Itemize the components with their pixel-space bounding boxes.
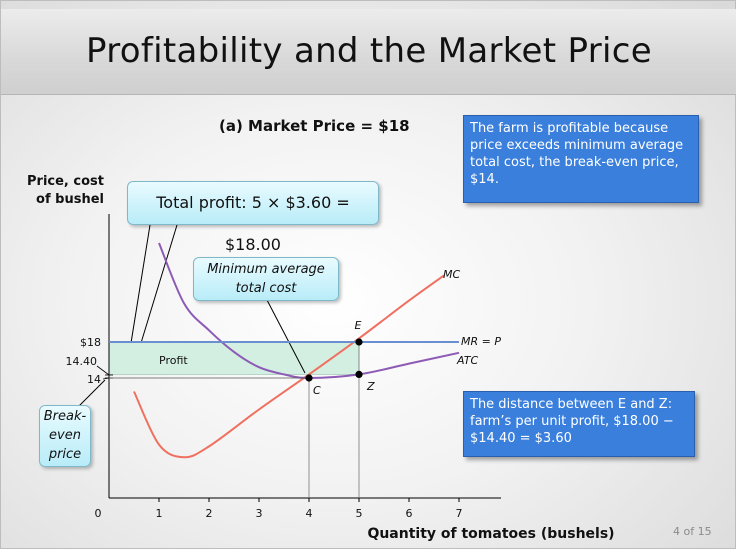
tick-leader-1440	[96, 365, 110, 376]
annotation-profit: Profit	[159, 354, 188, 367]
profit-region	[108, 341, 360, 375]
y-tick-label: 14	[87, 373, 101, 386]
break-even-callout: Break-even price	[39, 405, 91, 467]
annotation-z: Z	[366, 380, 375, 393]
min-atc-leader	[266, 299, 306, 374]
title-band	[1, 9, 736, 95]
x-tick-label: 1	[156, 507, 163, 520]
profitable-info-box: The farm is profitable because price exc…	[463, 115, 699, 203]
chart-axes: 0 1 2 3 4 5 6 7 $18 14.40 14 Price, cost of bushel Qu…	[27, 174, 615, 542]
y-tick-label: 14.40	[66, 355, 98, 368]
x-tick-label: 6	[406, 507, 413, 520]
x-axis-label: Quantity of tomatoes (bushels)	[367, 526, 614, 542]
point-c	[305, 374, 313, 382]
x-tick-label: 0	[95, 507, 102, 520]
annotation-mr-p: MR = P	[461, 335, 501, 348]
y-tick-label: $18	[80, 336, 101, 349]
annotation-atc: ATC	[456, 354, 478, 367]
point-e	[355, 338, 363, 346]
x-tick-label: 2	[206, 507, 213, 520]
x-tick-label: 3	[256, 507, 263, 520]
min-atc-callout: Minimum average total cost	[193, 257, 339, 301]
total-profit-leader	[130, 224, 151, 344]
break-even-leader	[78, 379, 106, 407]
distance-info-box: The distance between E and Z: farm’s per…	[463, 391, 695, 457]
point-z	[355, 370, 363, 378]
title-divider	[1, 94, 736, 95]
total-profit-callout: Total profit: 5 × $3.60 = $18.00	[127, 181, 379, 254]
annotation-mc: MC	[443, 268, 460, 281]
chart-marks: Profit E C Z MC MR = P ATC	[108, 242, 501, 498]
x-tick-label: 4	[306, 507, 313, 520]
total-profit-leader-2	[140, 224, 178, 344]
y-axis-label: of bushel	[36, 192, 104, 207]
mc-curve	[133, 274, 445, 459]
x-tick-label: 7	[456, 507, 463, 520]
y-axis-label: Price, cost	[27, 174, 104, 189]
page-number: 4 of 15	[673, 525, 712, 538]
chart-subtitle: (a) Market Price = $18	[219, 117, 410, 135]
annotation-e: E	[355, 319, 362, 332]
atc-curve	[158, 242, 460, 380]
slide-title: Profitability and the Market Price	[86, 31, 652, 71]
x-tick-label: 5	[356, 507, 363, 520]
annotation-c: C	[313, 384, 321, 397]
